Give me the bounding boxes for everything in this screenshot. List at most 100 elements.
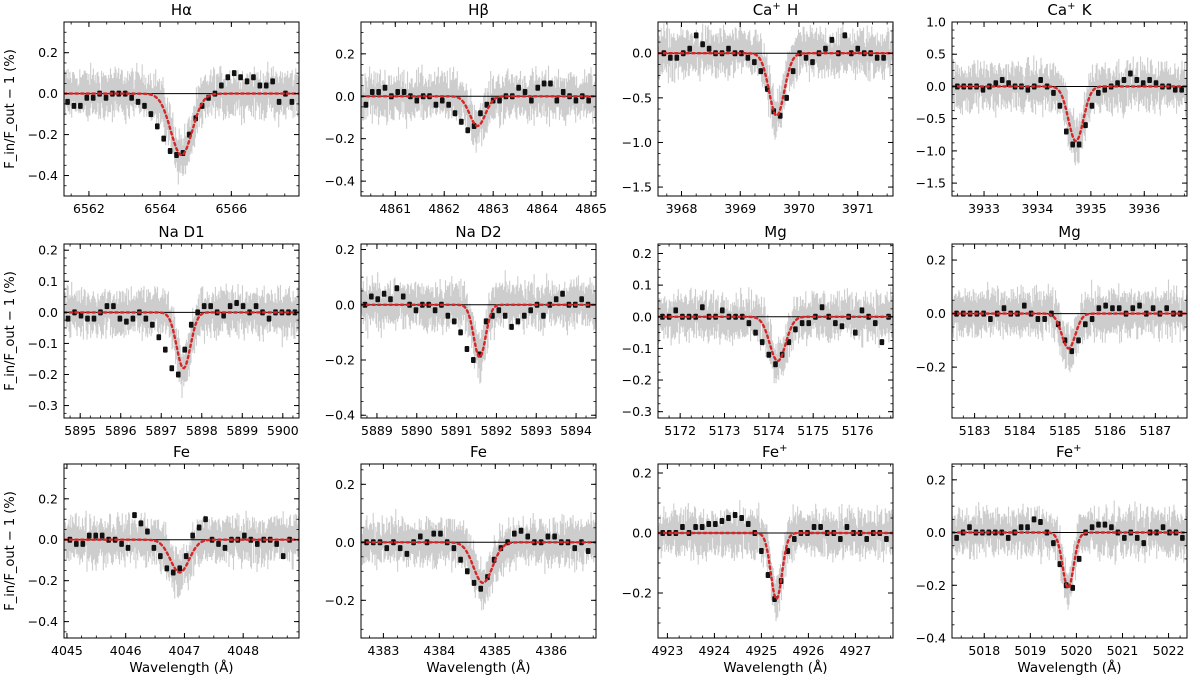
x-tick-label: 6564 — [144, 201, 176, 216]
bin-point — [541, 80, 547, 87]
bin-point — [65, 315, 71, 322]
bin-point — [216, 540, 221, 547]
bin-point — [78, 102, 83, 109]
bin-point — [993, 80, 999, 87]
bin-point — [65, 98, 70, 105]
x-tick-label: 5185 — [1049, 423, 1081, 438]
y-tick-label: −1.5 — [916, 176, 946, 191]
bin-point — [80, 540, 86, 547]
bin-point — [1083, 321, 1088, 328]
bin-point — [104, 303, 110, 310]
bin-point — [1005, 534, 1011, 541]
bin-point — [169, 365, 175, 372]
noise-errorbars — [64, 61, 299, 185]
bin-point — [242, 532, 247, 539]
x-tick-label: 5893 — [520, 423, 552, 438]
plot-area — [64, 510, 299, 599]
panel-title: Fe — [470, 443, 487, 461]
noise-errorbars — [658, 287, 893, 384]
y-tick-label: −0.2 — [916, 360, 946, 375]
bin-point — [1134, 534, 1140, 541]
x-tick-label: 5894 — [560, 423, 592, 438]
bin-point — [1109, 524, 1114, 531]
bin-point — [864, 536, 869, 542]
x-tick-label: 4386 — [535, 643, 567, 658]
panel-title: Ca+ K — [1047, 1, 1092, 19]
plot-area — [952, 55, 1187, 166]
bin-point — [516, 84, 521, 91]
x-tick-label: 5187 — [1139, 423, 1171, 438]
x-tick-label: 3933 — [968, 201, 1000, 216]
bin-point — [227, 303, 233, 310]
noise-errorbars — [361, 509, 596, 611]
bin-point — [792, 536, 797, 542]
panel-title: Ca+ H — [753, 1, 799, 19]
bin-point — [560, 89, 566, 96]
gaussian-fit-line — [361, 95, 596, 128]
bin-point — [439, 97, 445, 104]
bin-point — [793, 326, 798, 333]
panel-6: 5889 5890 5891 5892 5893 5894 −0.4 −0.2 0.0 0.2 Na… — [325, 223, 597, 438]
bin-point — [143, 315, 149, 322]
bin-point — [586, 97, 591, 104]
bin-point — [459, 118, 464, 125]
y-tick-label: 0.2 — [335, 242, 355, 257]
bin-point — [999, 77, 1005, 83]
y-tick-label: 0.0 — [632, 526, 652, 541]
panel-7: 5172 5173 5174 5175 5176 −0.3 −0.2 −0.1 0.0 0.1 0.… — [622, 223, 894, 438]
y-tick-label: −0.2 — [325, 593, 355, 608]
bin-point — [203, 516, 208, 523]
bin-point — [509, 323, 514, 330]
y-tick-label: −0.2 — [28, 367, 58, 382]
gaussian-fit-line — [952, 85, 1187, 143]
bin-point — [999, 529, 1005, 536]
bin-point — [183, 553, 189, 560]
bin-point — [465, 127, 471, 134]
bin-point — [174, 152, 179, 159]
bin-point — [117, 315, 123, 322]
bin-point — [253, 303, 259, 310]
panel-title: Na D2 — [455, 223, 501, 241]
axes-frame — [951, 21, 1188, 197]
bin-point — [719, 518, 725, 524]
gaussian-fit-line — [64, 92, 299, 157]
bin-point — [381, 290, 387, 297]
bin-point — [400, 293, 406, 300]
x-tick-label: 4865 — [575, 201, 607, 216]
y-tick-label: 0.0 — [38, 86, 58, 101]
y-tick-label: 0.2 — [632, 246, 652, 261]
bin-point — [433, 101, 439, 108]
panel-title: Hβ — [468, 1, 489, 19]
noise-errorbars — [361, 64, 596, 153]
bin-point — [391, 539, 396, 546]
bin-point — [219, 82, 224, 89]
y-tick-label: 0.0 — [335, 297, 355, 312]
x-tick-label: 4862 — [428, 201, 460, 216]
bin-point — [745, 54, 751, 61]
bin-point — [1089, 315, 1095, 322]
bin-point — [91, 315, 97, 322]
plot-area — [361, 64, 596, 153]
bin-point — [254, 540, 260, 547]
bin-point — [397, 545, 403, 552]
y-tick-label: 0.0 — [38, 305, 58, 320]
y-tick-label: 0.0 — [926, 525, 946, 540]
bin-point — [446, 101, 451, 108]
y-tick-label: −0.4 — [325, 174, 355, 189]
bin-point — [1089, 102, 1095, 109]
bin-point — [518, 527, 524, 534]
bin-point — [251, 74, 256, 81]
bin-point — [1025, 524, 1030, 531]
x-tick-label: 5889 — [361, 423, 393, 438]
bin-point — [496, 307, 502, 314]
bin-point — [674, 54, 680, 61]
bin-point — [161, 135, 166, 142]
y-tick-label: −0.2 — [916, 578, 946, 593]
bin-point — [445, 312, 451, 319]
bin-point — [497, 97, 502, 104]
gaussian-fit-line — [952, 531, 1187, 590]
y-tick-label: 0.0 — [335, 89, 355, 104]
plot-area — [952, 500, 1187, 610]
bin-point — [145, 528, 150, 535]
